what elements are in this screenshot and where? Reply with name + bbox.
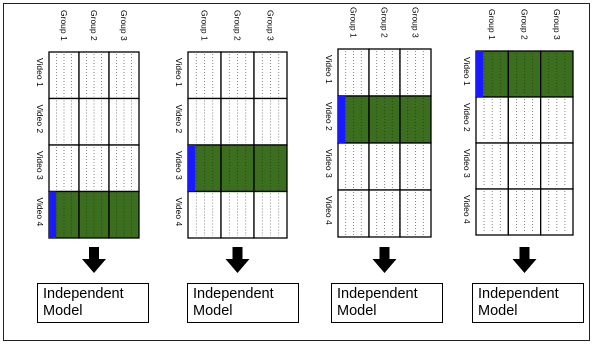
group-label: Group 2: [380, 7, 390, 38]
group-label: Group 1: [200, 10, 210, 41]
video-label: Video 1: [324, 55, 334, 84]
group-label: Group 2: [520, 9, 530, 40]
group-label: Group 1: [349, 7, 359, 38]
arrow-shaft: [379, 247, 390, 259]
group-label: Group 3: [119, 10, 129, 41]
video-label: Video 3: [462, 149, 472, 178]
video-label: Video 2: [462, 103, 472, 132]
arrow-down-icon: [372, 259, 397, 273]
video-label: Video 2: [324, 102, 334, 131]
arrow-down-icon: [82, 259, 106, 273]
group-label: Group 2: [233, 10, 243, 41]
group-label: Group 1: [487, 9, 497, 40]
video-label: Video 2: [174, 105, 184, 134]
group-label: Group 1: [59, 10, 69, 41]
video-label: Video 4: [35, 198, 45, 227]
video-label: Video 1: [35, 58, 45, 87]
arrow-shaft: [519, 247, 530, 259]
independent-model-box: Independent Model: [472, 283, 584, 323]
held-out-marker: [188, 145, 195, 192]
video-label: Video 3: [35, 151, 45, 180]
video-label: Video 3: [174, 151, 184, 180]
group-label: Group 3: [411, 7, 421, 38]
independent-model-box: Independent Model: [331, 283, 443, 323]
grid-cell: [368, 142, 401, 191]
video-label: Video 4: [174, 198, 184, 227]
group-label: Group 2: [89, 10, 99, 41]
held-out-marker: [49, 191, 56, 238]
group-label: Group 3: [552, 9, 562, 40]
arrow-down-icon: [225, 259, 250, 273]
independent-model-box: Independent Model: [187, 283, 299, 323]
arrow-down-icon: [512, 259, 537, 273]
arrow-shaft: [232, 247, 243, 259]
independent-model-box: Independent Model: [37, 283, 149, 323]
video-label: Video 1: [174, 58, 184, 87]
video-label: Video 4: [462, 195, 472, 224]
video-label: Video 2: [35, 105, 45, 134]
arrow-shaft: [89, 247, 99, 259]
held-out-marker: [476, 51, 483, 97]
held-out-marker: [338, 96, 345, 143]
video-label: Video 1: [462, 57, 472, 86]
video-label: Video 3: [324, 149, 334, 178]
figure-frame: [3, 3, 590, 341]
video-label: Video 4: [324, 196, 334, 225]
group-label: Group 3: [266, 10, 276, 41]
